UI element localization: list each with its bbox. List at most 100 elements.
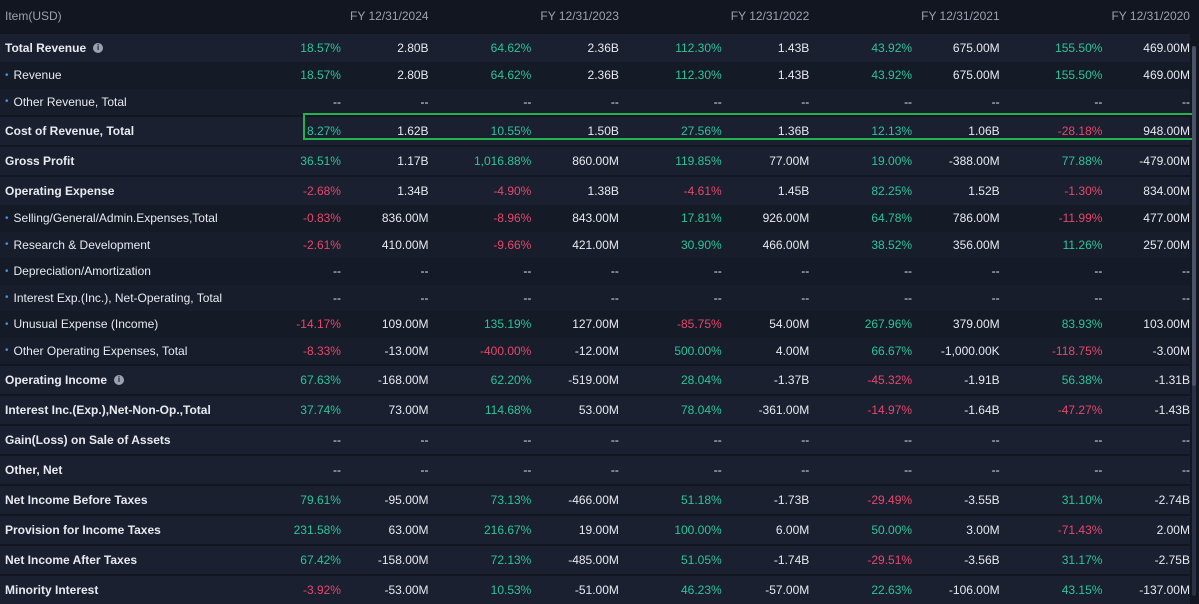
row-label: • Research & Development [0,238,238,252]
table-row[interactable]: Minority Interest -3.92% -53.00M 10.53% -51.… [0,576,1190,604]
yoy-change-cell: -2.68% [302,184,341,198]
info-icon[interactable]: i [114,375,125,385]
yoy-change-cell: -- [332,433,341,447]
scrollbar-thumb[interactable] [1192,46,1196,386]
table-row[interactable]: Operating Income i 67.63% -168.00M 62.20% -51… [0,366,1190,394]
row-label-text: Net Income Before Taxes [5,493,148,507]
year-header-2022[interactable]: FY 12/31/2022 [730,9,810,23]
yoy-change-cell: -71.43% [1057,523,1103,537]
row-label: Cost of Revenue, Total [0,124,238,138]
value-cell: 1.06B [968,124,1000,138]
value-cell: 469.00M [1143,68,1190,83]
table-row[interactable]: Interest Inc.(Exp.),Net-Non-Op.,Total 37.… [0,396,1190,424]
yoy-change-cell: 10.55% [490,124,532,138]
row-label: Gross Profit [0,154,238,168]
value-cell: -- [1181,290,1190,305]
table-row[interactable]: • Other Operating Expenses, Total -8.33% -1… [0,337,1190,364]
yoy-change-cell: -- [523,94,532,109]
yoy-change-cell: 36.51% [300,154,341,168]
yoy-change-cell: 38.52% [871,237,913,252]
table-row[interactable]: Gain(Loss) on Sale of Assets -- -- -- -- -- --… [0,426,1190,454]
table-row[interactable]: Cost of Revenue, Total 8.27% 1.62B 10.55% 1.… [0,117,1190,145]
value-cell: -3.56B [964,553,1000,567]
table-row[interactable]: • Interest Exp.(Inc.), Net-Operating, Tot… [0,284,1190,311]
yoy-change-cell: 51.18% [681,493,722,507]
value-cell: 1.34B [397,184,429,198]
yoy-change-cell: 18.57% [300,41,341,55]
yoy-change-cell: 67.42% [300,553,341,567]
yoy-change-cell: 30.90% [681,237,722,252]
value-cell: 421.00M [572,237,619,252]
value-cell: 2.80B [397,41,429,55]
yoy-change-cell: 67.63% [300,373,341,387]
bullet-icon: • [5,318,9,330]
yoy-change-cell: -- [904,290,913,305]
value-cell: 836.00M [381,211,429,226]
table-row[interactable]: Net Income Before Taxes 79.61% -95.00M 73.1… [0,486,1190,514]
value-cell: -168.00M [377,373,429,387]
value-cell: 127.00M [572,317,619,332]
table-row[interactable]: Other, Net -- -- -- -- -- -- -- -- -- -- [0,456,1190,484]
value-cell: 103.00M [1143,317,1190,332]
yoy-change-cell: -- [1094,433,1103,447]
yoy-change-cell: -- [713,264,722,279]
table-row[interactable]: Gross Profit 36.51% 1.17B 1,016.88% 860.00M 1… [0,147,1190,175]
yoy-change-cell: 64.62% [490,68,532,83]
bullet-icon: • [5,292,9,304]
value-cell: -57.00M [765,583,810,597]
yoy-change-cell: -29.51% [867,553,913,567]
year-header-2023[interactable]: FY 12/31/2023 [540,9,619,23]
value-cell: -51.00M [574,583,619,597]
yoy-change-cell: 43.92% [871,41,913,55]
value-cell: -388.00M [948,154,1000,168]
table-row[interactable]: • Other Revenue, Total -- -- -- -- -- -- -- -- -- -… [0,88,1190,115]
yoy-change-cell: 51.05% [681,553,722,567]
table-row[interactable]: • Selling/General/Admin.Expenses,Total -0.… [0,205,1190,232]
table-row[interactable]: Total Revenue i 18.57% 2.80B 64.62% 2.36B 112.… [0,34,1190,62]
value-cell: -485.00M [568,553,619,567]
value-cell: -137.00M [1139,583,1190,597]
yoy-change-cell: 8.27% [306,124,341,138]
table-row[interactable]: Operating Expense -2.68% 1.34B -4.90% 1.38B -… [0,177,1190,205]
value-cell: -- [801,463,810,477]
table-row[interactable]: • Research & Development -2.61% 410.00M -9.6… [0,231,1190,258]
yoy-change-cell: -- [332,94,341,109]
table-row[interactable]: Provision for Income Taxes 231.58% 63.00M 2… [0,516,1190,544]
value-cell: -2.75B [1154,553,1190,567]
table-row[interactable]: • Depreciation/Amortization -- -- -- -- -- -- --… [0,258,1190,285]
value-cell: -- [1181,433,1190,447]
row-label: Operating Income i [0,373,238,387]
yoy-change-cell: 216.67% [483,523,532,537]
yoy-change-cell: 231.58% [293,523,341,537]
value-cell: -1.73B [773,493,810,507]
yoy-change-cell: 10.53% [490,583,532,597]
row-label: • Other Revenue, Total [0,95,238,109]
value-cell: -- [801,94,810,109]
value-cell: 54.00M [769,317,810,332]
yoy-change-cell: 83.93% [1061,317,1103,332]
yoy-change-cell: 27.56% [681,124,722,138]
bullet-icon: • [5,212,9,224]
yoy-change-cell: 12.13% [871,124,913,138]
row-label: • Interest Exp.(Inc.), Net-Operating, Tot… [0,291,238,305]
table-row[interactable]: • Revenue 18.57% 2.80B 64.62% 2.36B 112.30% 1.4… [0,62,1190,89]
value-cell: 1.43B [777,68,810,83]
yoy-change-cell: -4.90% [493,184,532,198]
year-header-2021[interactable]: FY 12/31/2021 [921,9,1000,23]
year-header-2020[interactable]: FY 12/31/2020 [1111,9,1190,23]
yoy-change-cell: 62.20% [490,373,532,387]
table-row[interactable]: Net Income After Taxes 67.42% -158.00M 72.1… [0,546,1190,574]
value-cell: -1,000.00K [940,343,1000,358]
value-cell: 19.00M [578,523,619,537]
table-row[interactable]: • Unusual Expense (Income) -14.17% 109.00M 1… [0,311,1190,338]
yoy-change-cell: -4.61% [683,184,722,198]
yoy-change-cell: -- [904,463,913,477]
yoy-change-cell: -- [332,290,341,305]
yoy-change-cell: -47.27% [1057,403,1103,417]
year-header-2024[interactable]: FY 12/31/2024 [350,9,429,23]
row-label-text: Cost of Revenue, Total [5,124,135,138]
value-cell: 257.00M [1143,237,1190,252]
value-cell: -- [420,264,429,279]
row-label: Operating Expense [0,184,238,198]
info-icon[interactable]: i [93,43,104,53]
